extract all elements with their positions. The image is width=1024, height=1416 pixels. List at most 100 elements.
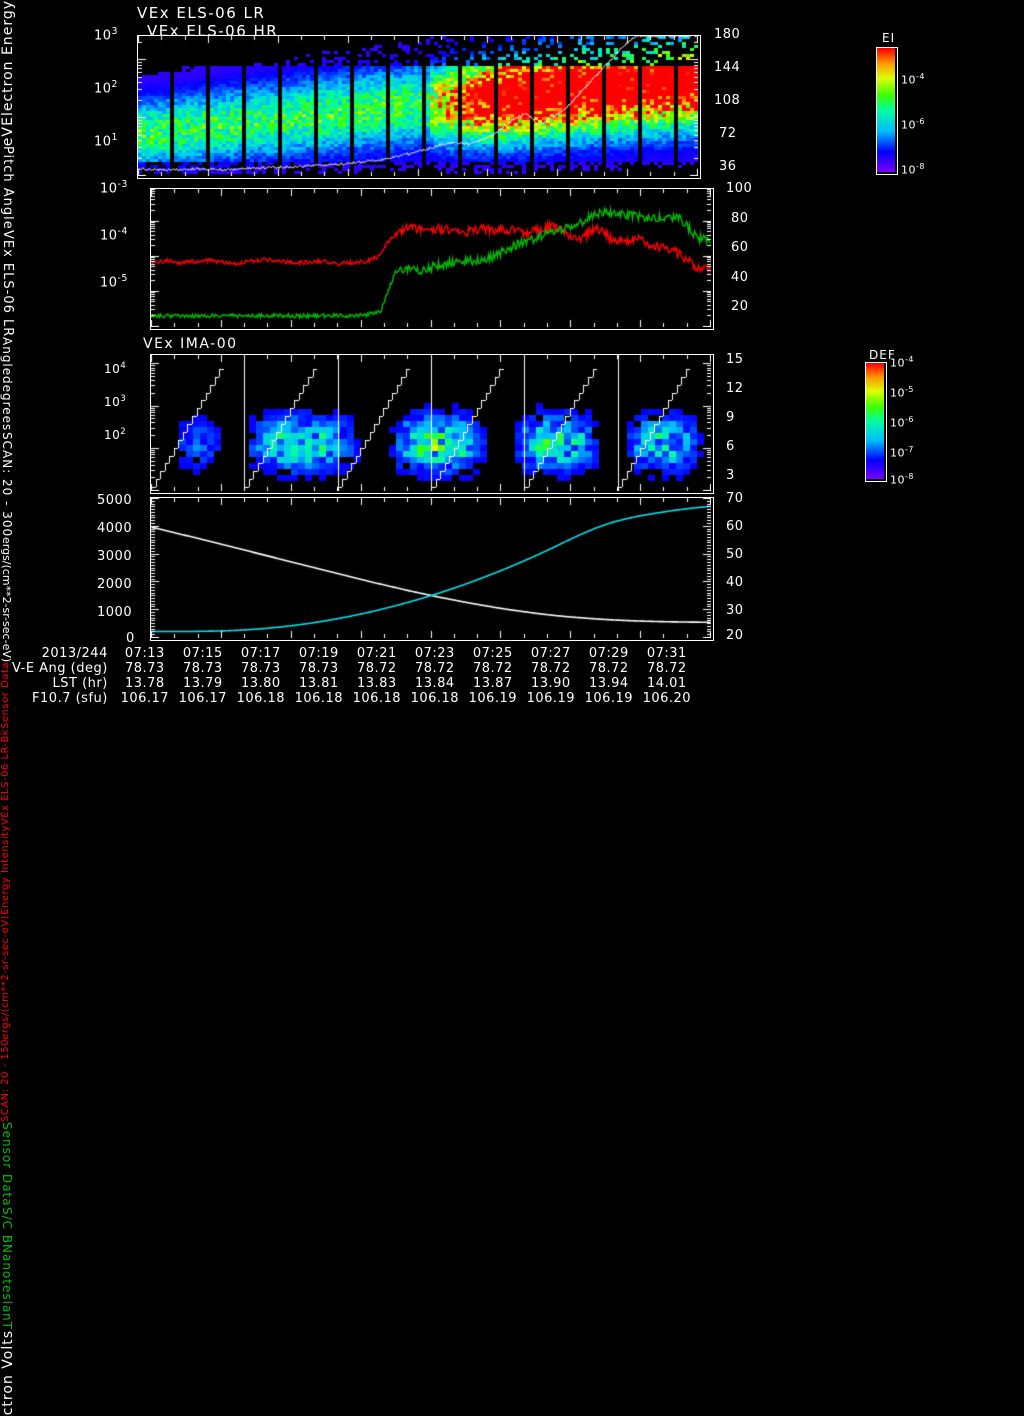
value-cell: 13.78 <box>124 676 165 691</box>
panel4-ytick-3000: 3000 <box>97 549 133 564</box>
time-cell: 07:23 <box>414 646 455 661</box>
panel-altitude-sza[interactable] <box>150 497 714 641</box>
value-cell: 13.90 <box>530 676 571 691</box>
panel2-left-label-unit: ergs/(cm**2-sr-sec-eV) <box>0 914 11 1040</box>
time-cell: 07:15 <box>182 646 223 661</box>
panel3-rtick-12: 12 <box>726 381 744 396</box>
time-parameter-table: 2013/244 07:13 07:15 07:17 07:19 07:21 07:23 07… <box>12 646 696 706</box>
panel4-ytick-0: 0 <box>126 631 135 646</box>
table-row: LST (hr) 13.78 13.79 13.80 13.81 13.83 13.84 13… <box>12 676 696 691</box>
def-colorbar-tick-4: 10-7 <box>890 445 914 460</box>
value-cell: 106.17 <box>120 691 170 706</box>
row-label: V-E Ang (deg) <box>12 661 108 676</box>
panel1-rtick-108: 108 <box>714 93 741 108</box>
def-colorbar-tick-2: 10-5 <box>890 385 914 400</box>
panel3-title: VEx IMA-00 <box>143 336 238 352</box>
panel1-rtick-180: 180 <box>714 27 741 42</box>
panel1-rtick-72: 72 <box>719 126 737 141</box>
value-cell: 13.79 <box>182 676 223 691</box>
value-cell: 78.72 <box>588 661 629 676</box>
value-cell: 78.73 <box>182 661 223 676</box>
panel2-ytick-1e-4: 10-4 <box>100 226 128 244</box>
row-label: F10.7 (sfu) <box>32 691 108 706</box>
panel2-rtick-40: 40 <box>731 270 749 285</box>
value-cell: 106.19 <box>468 691 518 706</box>
panel3-ytick-1e2: 102 <box>104 427 127 442</box>
panel2-left-label-sensordata: Sensor Data <box>0 661 11 729</box>
value-cell: 106.17 <box>178 691 228 706</box>
panel-energy-intensity-bfield[interactable] <box>150 188 714 330</box>
value-cell: 13.81 <box>298 676 339 691</box>
panel2-rtick-100: 100 <box>726 181 753 196</box>
panel3-ytick-1e3: 103 <box>104 394 127 409</box>
panel4-ytick-5000: 5000 <box>97 493 133 508</box>
panel1-right-axis-label-pitch: Pitch Angle <box>0 146 15 230</box>
time-cell: 07:31 <box>646 646 687 661</box>
ei-colorbar <box>876 47 898 175</box>
altitude-sza-canvas <box>151 498 711 638</box>
panel1-title-lr: VEx ELS-06 LR <box>137 4 266 22</box>
panel1-right-axis-label-scan: SCAN: 20 - 300 <box>0 431 14 537</box>
ei-colorbar-title: EI <box>882 31 896 45</box>
value-cell: 106.18 <box>352 691 402 706</box>
panel2-rtick-60: 60 <box>731 240 749 255</box>
panel4-rtick-40: 40 <box>726 575 744 590</box>
row-label: LST (hr) <box>52 676 108 691</box>
panel2-ytick-1e-5: 10-5 <box>100 273 128 291</box>
value-cell: 106.19 <box>526 691 576 706</box>
panel1-right-axis-label-degrees: degrees <box>0 376 14 432</box>
els-spectrogram-canvas <box>138 36 698 176</box>
panel2-ytick-1e-3: 10-3 <box>100 179 128 197</box>
table-row: 2013/244 07:13 07:15 07:17 07:19 07:21 07:23 07… <box>12 646 696 661</box>
panel2-left-label-quantity: Energy Intensity <box>0 824 11 915</box>
panel1-ytick-10: 101 <box>94 132 118 150</box>
value-cell: 13.94 <box>588 676 629 691</box>
panel1-left-axis-label: Electron Energy <box>0 0 16 126</box>
panel2-rtick-20: 20 <box>731 299 749 314</box>
ei-colorbar-unit: ergs/(cm**2-sr-sec-eV) <box>0 536 13 662</box>
value-cell: 13.80 <box>240 676 281 691</box>
def-colorbar-tick-5: 10-8 <box>890 472 914 487</box>
ei-colorbar-tick-2: 10-6 <box>901 117 925 132</box>
date-label: 2013/244 <box>41 646 108 661</box>
def-colorbar-tick-3: 10-6 <box>890 415 914 430</box>
panel3-rtick-6: 6 <box>726 439 735 454</box>
panel4-rtick-70: 70 <box>726 491 744 506</box>
panel3-left-axis-label: Electron Volts <box>0 1330 16 1416</box>
panel1-ytick-100: 102 <box>94 79 118 97</box>
value-cell: 13.84 <box>414 676 455 691</box>
panel4-ytick-4000: 4000 <box>97 521 133 536</box>
panel1-rtick-144: 144 <box>714 60 741 75</box>
value-cell: 13.83 <box>356 676 397 691</box>
panel4-rtick-20: 20 <box>726 628 744 643</box>
panel-ima-spectrogram[interactable] <box>150 354 714 494</box>
energy-bfield-canvas <box>151 189 711 327</box>
value-cell: 106.18 <box>236 691 286 706</box>
value-cell: 106.20 <box>642 691 692 706</box>
value-cell: 78.73 <box>124 661 165 676</box>
panel1-rtick-36: 36 <box>719 159 737 174</box>
table-row: V-E Ang (deg) 78.73 78.73 78.73 78.73 78.72 78… <box>12 661 696 676</box>
value-cell: 78.73 <box>298 661 339 676</box>
value-cell: 78.72 <box>414 661 455 676</box>
panel1-right-axis-label-sensor: VEx ELS-06 LR <box>0 229 15 338</box>
panel1-right-axis-label-angle: Angle <box>0 337 14 377</box>
panel2-rtick-80: 80 <box>731 211 749 226</box>
panel2-right-label-sensordata: Sensor Data <box>0 1122 14 1207</box>
panel-els-spectrogram[interactable] <box>137 35 701 179</box>
def-colorbar-tick-1: 10-4 <box>890 355 914 370</box>
ei-colorbar-tick-1: 10-4 <box>901 72 925 87</box>
time-cell: 07:27 <box>530 646 571 661</box>
panel3-ytick-1e4: 104 <box>104 361 127 376</box>
def-colorbar-title: DEF <box>869 348 896 362</box>
value-cell: 78.73 <box>240 661 281 676</box>
value-cell: 106.19 <box>584 691 634 706</box>
panel3-rtick-15: 15 <box>726 352 744 367</box>
value-cell: 14.01 <box>646 676 687 691</box>
panel3-rtick-9: 9 <box>726 410 735 425</box>
panel2-right-label-quantity: S/C B <box>0 1206 14 1245</box>
panel2-right-label-unitname: Nanotesla <box>0 1244 14 1314</box>
panel4-ytick-1000: 1000 <box>97 605 133 620</box>
panel2-left-label-instrument: VEx ELS-06 LR-Bk <box>0 728 11 825</box>
ei-colorbar-tick-3: 10-8 <box>901 162 925 177</box>
